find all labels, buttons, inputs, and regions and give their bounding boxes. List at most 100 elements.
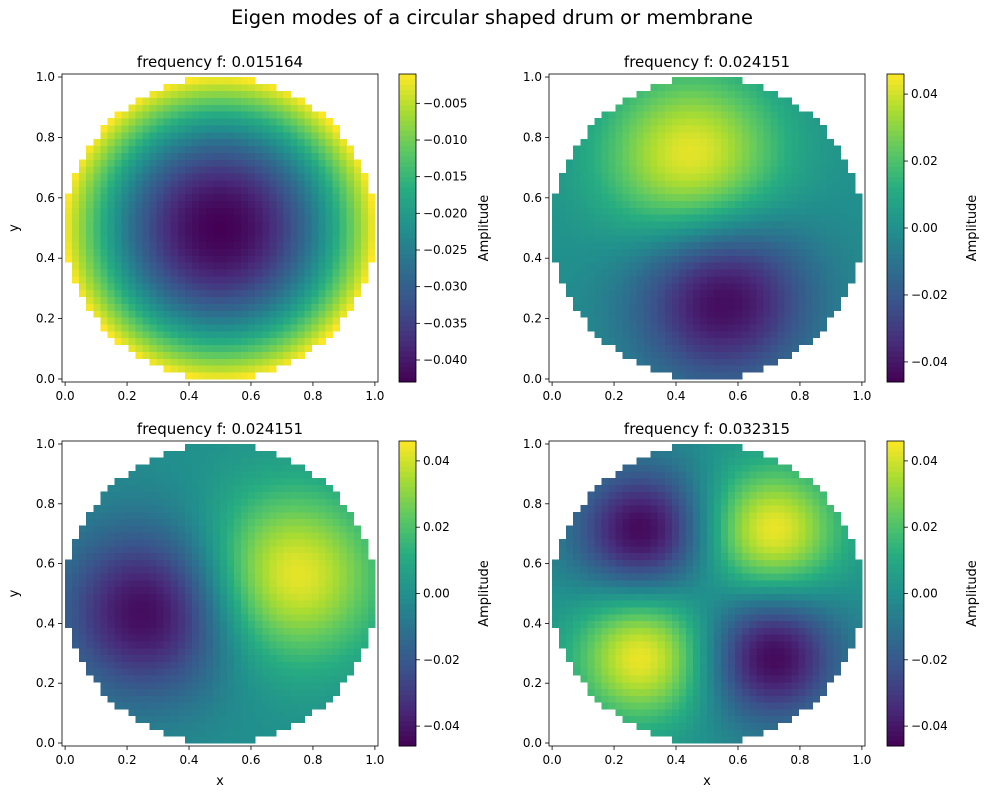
heatmap-cell bbox=[290, 200, 298, 208]
heatmap-cell bbox=[156, 166, 165, 174]
heatmap-cell bbox=[248, 736, 256, 744]
heatmap-cell bbox=[212, 152, 221, 160]
heatmap-cell bbox=[805, 145, 814, 153]
heatmap-cell bbox=[128, 145, 136, 153]
heatmap-cell bbox=[721, 248, 729, 256]
heatmap-cell bbox=[184, 627, 193, 635]
heatmap-cell bbox=[714, 248, 722, 256]
heatmap-cell bbox=[177, 90, 186, 99]
heatmap-cell bbox=[770, 125, 778, 133]
heatmap-cell bbox=[269, 579, 277, 588]
heatmap-cell bbox=[276, 505, 284, 513]
heatmap-cell bbox=[332, 627, 341, 635]
heatmap-cell bbox=[262, 337, 270, 346]
heatmap-cell bbox=[86, 200, 94, 208]
heatmap-cell bbox=[93, 269, 101, 277]
heatmap-cell bbox=[854, 248, 863, 256]
heatmap-cell bbox=[311, 276, 319, 284]
heatmap-cell bbox=[297, 586, 305, 594]
heatmap-cell bbox=[812, 330, 821, 339]
heatmap-cell bbox=[325, 586, 334, 594]
heatmap-cell bbox=[318, 207, 327, 215]
heatmap-cell bbox=[304, 647, 312, 656]
heatmap-cell bbox=[805, 200, 814, 208]
heatmap-cell bbox=[184, 471, 193, 479]
heatmap-cell bbox=[107, 600, 115, 608]
heatmap-cell bbox=[255, 138, 263, 147]
heatmap-cell bbox=[332, 566, 341, 574]
heatmap-cell bbox=[311, 511, 319, 520]
heatmap-cell bbox=[191, 193, 200, 201]
heatmap-cell bbox=[643, 351, 652, 359]
heatmap-cell bbox=[276, 545, 284, 554]
heatmap-cell bbox=[135, 118, 143, 126]
heatmap-cell bbox=[756, 358, 764, 366]
heatmap-cell bbox=[763, 118, 771, 126]
heatmap-cell bbox=[128, 518, 136, 526]
heatmap-cell bbox=[177, 83, 186, 92]
heatmap-cell bbox=[304, 118, 312, 126]
heatmap-cell bbox=[721, 83, 729, 92]
heatmap-cell bbox=[234, 545, 242, 554]
heatmap-cell bbox=[318, 688, 327, 696]
heatmap-cell bbox=[234, 593, 242, 601]
heatmap-cell bbox=[262, 586, 270, 594]
heatmap-cell bbox=[198, 365, 207, 373]
heatmap-cell bbox=[643, 125, 652, 133]
heatmap-cell bbox=[262, 296, 270, 304]
heatmap-cell bbox=[107, 207, 115, 215]
heatmap-cell bbox=[191, 668, 200, 676]
heatmap-cell bbox=[205, 688, 214, 696]
heatmap-cell bbox=[220, 269, 228, 277]
heatmap-cell bbox=[608, 255, 616, 263]
heatmap-cell bbox=[297, 511, 305, 520]
heatmap-cell bbox=[72, 586, 80, 594]
heatmap-cell bbox=[318, 179, 327, 188]
heatmap-cell bbox=[163, 186, 172, 195]
heatmap-cell bbox=[212, 579, 221, 588]
heatmap-cell bbox=[798, 159, 806, 167]
heatmap-cell bbox=[332, 214, 341, 222]
heatmap-cell bbox=[191, 722, 200, 730]
heatmap-cell bbox=[163, 634, 172, 642]
heatmap-cell bbox=[234, 358, 242, 366]
heatmap-cell bbox=[79, 539, 87, 547]
heatmap-cell bbox=[580, 620, 588, 628]
heatmap-cell bbox=[699, 276, 708, 284]
heatmap-cell bbox=[283, 289, 291, 298]
heatmap-cell bbox=[749, 303, 757, 311]
heatmap-cell bbox=[742, 166, 750, 174]
heatmap-cell bbox=[205, 365, 214, 373]
colorbar-segment bbox=[887, 371, 904, 378]
heatmap-cell bbox=[262, 729, 270, 737]
heatmap-cell bbox=[290, 641, 298, 649]
heatmap-cell bbox=[798, 118, 806, 126]
heatmap-cell bbox=[163, 289, 172, 298]
heatmap-cell bbox=[819, 282, 828, 291]
heatmap-cell bbox=[212, 207, 221, 215]
heatmap-cell bbox=[367, 234, 376, 243]
x-tick-label: 0.0 bbox=[543, 389, 562, 403]
heatmap-cell bbox=[177, 228, 186, 236]
heatmap-cell bbox=[142, 600, 150, 608]
heatmap-cell bbox=[100, 276, 108, 284]
heatmap-cell bbox=[791, 241, 799, 249]
heatmap-cell bbox=[198, 491, 207, 499]
heatmap-cell bbox=[255, 282, 263, 291]
heatmap-cell bbox=[297, 579, 305, 588]
heatmap-cell bbox=[220, 200, 228, 208]
heatmap-cell bbox=[86, 173, 94, 181]
heatmap-cell bbox=[170, 289, 179, 298]
heatmap-cell bbox=[198, 166, 207, 174]
heatmap-cell bbox=[685, 145, 694, 153]
colorbar-segment bbox=[399, 192, 416, 198]
heatmap-cell bbox=[276, 702, 284, 710]
heatmap-cell bbox=[234, 661, 242, 669]
heatmap-cell bbox=[212, 464, 221, 472]
heatmap-cell bbox=[735, 111, 743, 119]
heatmap-cell bbox=[580, 641, 588, 649]
heatmap-cell bbox=[332, 532, 341, 540]
heatmap-cell bbox=[156, 464, 165, 472]
colorbar-segment bbox=[399, 145, 416, 152]
heatmap-cell bbox=[304, 607, 312, 615]
